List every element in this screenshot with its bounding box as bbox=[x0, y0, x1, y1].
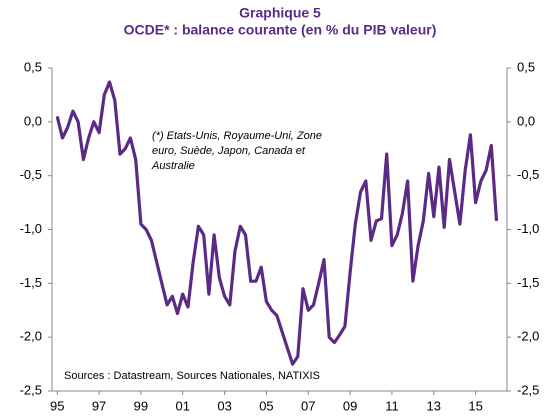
x-tick-label: 03 bbox=[217, 398, 231, 413]
source: Sources : Datastream, Sources Nationales… bbox=[64, 370, 320, 382]
y2-tick-label: -2,0 bbox=[517, 329, 539, 344]
x-tick-label: 97 bbox=[92, 398, 106, 413]
y2-tick-label: -1,0 bbox=[517, 221, 539, 236]
x-tick-label: 95 bbox=[50, 398, 64, 413]
y2-tick-label: 0,0 bbox=[517, 113, 535, 128]
x-tick-label: 05 bbox=[259, 398, 273, 413]
y-tick-label: 0,0 bbox=[24, 113, 42, 128]
chart-subtitle: OCDE* : balance courante (en % du PIB va… bbox=[124, 22, 437, 38]
y-tick-label: -0,5 bbox=[20, 167, 42, 182]
y2-tick-label: -0,5 bbox=[517, 167, 539, 182]
y-tick-label: -2,0 bbox=[20, 329, 42, 344]
x-tick-label: 99 bbox=[134, 398, 148, 413]
data-line bbox=[55, 80, 499, 366]
chart-title: Graphique 5 bbox=[239, 5, 321, 21]
annotation: Australie bbox=[151, 160, 195, 172]
y-tick-label: -1,0 bbox=[20, 221, 42, 236]
y2-tick-label: -2,5 bbox=[517, 382, 539, 397]
x-tick-label: 15 bbox=[468, 398, 482, 413]
x-tick-label: 13 bbox=[427, 398, 441, 413]
annotation: (*) Etats-Unis, Royaume-Uni, Zone bbox=[152, 130, 322, 142]
x-tick-label: 09 bbox=[343, 398, 357, 413]
y2-tick-label: 0,5 bbox=[517, 59, 535, 74]
x-tick-label: 11 bbox=[385, 398, 399, 413]
y-tick-label: -2,5 bbox=[20, 382, 42, 397]
y2-tick-label: -1,5 bbox=[517, 275, 539, 290]
y-tick-label: 0,5 bbox=[24, 59, 42, 74]
x-tick-label: 01 bbox=[176, 398, 190, 413]
x-tick-label: 07 bbox=[301, 398, 315, 413]
y-tick-label: -1,5 bbox=[20, 275, 42, 290]
annotation: euro, Suède, Japon, Canada et bbox=[152, 145, 306, 157]
